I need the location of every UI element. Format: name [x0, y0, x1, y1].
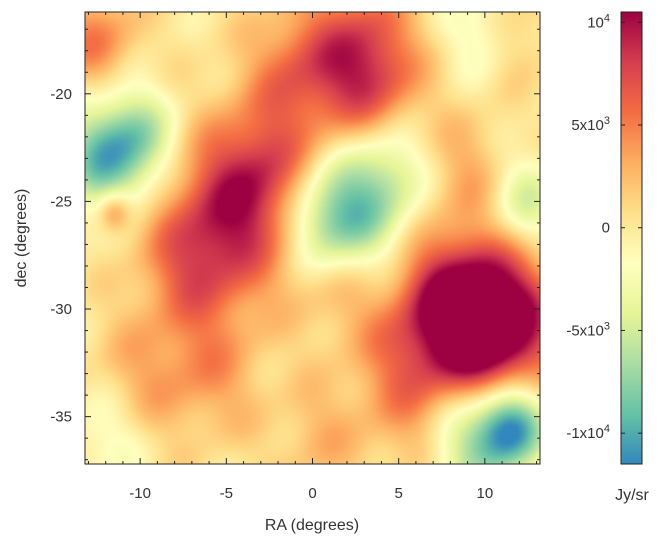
colorbar: 104 5x103 0 -5x103 -1x104 Jy/sr	[566, 11, 650, 504]
colorbar-tick-label: -5x103	[566, 320, 610, 339]
y-tick-label: -25	[50, 193, 72, 210]
x-axis: -10 -5 0 5 10	[87, 12, 538, 502]
colorbar-ramp	[620, 11, 643, 465]
heatmap-plot-area	[84, 11, 541, 465]
x-tick-label: 10	[477, 485, 494, 502]
colorbar-unit-label: Jy/sr	[615, 487, 649, 504]
x-tick-label: -5	[220, 485, 233, 502]
colorbar-tick-label: 0	[602, 220, 610, 237]
y-tick-label: -20	[50, 86, 72, 103]
colorbar-tick-label: 104	[587, 12, 610, 31]
colorbar-ticks: 104 5x103 0 -5x103 -1x104	[566, 12, 642, 442]
heatmap-image	[85, 12, 540, 464]
x-axis-label: RA (degrees)	[265, 517, 359, 534]
colorbar-tick-label: -1x104	[566, 423, 610, 442]
y-axis-label: dec (degrees)	[13, 189, 30, 288]
y-axis: -20 -25 -30 -35	[50, 28, 540, 461]
y-tick-label: -35	[50, 409, 72, 426]
x-tick-label: 0	[308, 485, 316, 502]
x-tick-label: 5	[395, 485, 403, 502]
colorbar-tick-label: 5x103	[571, 115, 610, 134]
y-tick-label: -30	[50, 301, 72, 318]
x-tick-label: -10	[129, 485, 151, 502]
